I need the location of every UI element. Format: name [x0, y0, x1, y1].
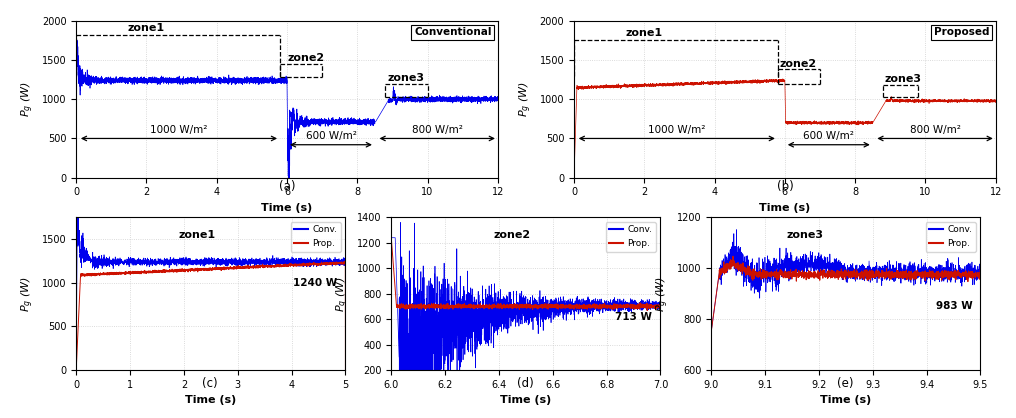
- Text: zone2: zone2: [494, 229, 531, 240]
- Text: (a): (a): [279, 180, 296, 193]
- Legend: Conv., Prop.: Conv., Prop.: [606, 222, 656, 252]
- Text: zone2: zone2: [287, 53, 324, 63]
- Text: zone1: zone1: [128, 23, 165, 33]
- Text: 983 W: 983 W: [936, 301, 972, 311]
- Y-axis label: $P_g$ (W): $P_g$ (W): [518, 81, 534, 117]
- X-axis label: Time (s): Time (s): [185, 395, 237, 405]
- Y-axis label: $P_g$ (W): $P_g$ (W): [335, 275, 352, 312]
- Text: 1000 W/m²: 1000 W/m²: [150, 125, 207, 135]
- Y-axis label: $P_g$ (W): $P_g$ (W): [655, 275, 672, 312]
- Legend: Conv., Prop.: Conv., Prop.: [291, 222, 341, 252]
- Text: zone3: zone3: [787, 229, 824, 240]
- Text: (e): (e): [837, 377, 853, 390]
- Text: 713 W: 713 W: [616, 311, 652, 321]
- Text: 800 W/m²: 800 W/m²: [411, 125, 462, 135]
- Legend: Conv., Prop.: Conv., Prop.: [926, 222, 976, 252]
- X-axis label: Time (s): Time (s): [500, 395, 552, 405]
- Text: 600 W/m²: 600 W/m²: [804, 131, 854, 141]
- Text: (c): (c): [202, 377, 218, 390]
- Text: (d): (d): [517, 377, 533, 390]
- Text: (b): (b): [777, 180, 793, 193]
- X-axis label: Time (s): Time (s): [759, 203, 811, 213]
- Text: 1000 W/m²: 1000 W/m²: [648, 125, 705, 135]
- Text: zone3: zone3: [387, 73, 424, 83]
- Text: Proposed: Proposed: [934, 27, 990, 37]
- Text: zone1: zone1: [626, 28, 662, 38]
- Text: zone3: zone3: [885, 74, 922, 84]
- Text: zone2: zone2: [779, 59, 817, 69]
- Text: Conventional: Conventional: [414, 27, 492, 37]
- Y-axis label: $P_g$ (W): $P_g$ (W): [20, 81, 37, 117]
- X-axis label: Time (s): Time (s): [820, 395, 872, 405]
- X-axis label: Time (s): Time (s): [261, 203, 313, 213]
- Text: 600 W/m²: 600 W/m²: [306, 131, 357, 141]
- Text: zone1: zone1: [179, 229, 216, 240]
- Text: 800 W/m²: 800 W/m²: [909, 125, 960, 135]
- Y-axis label: $P_g$ (W): $P_g$ (W): [20, 275, 37, 312]
- Text: 1240 W: 1240 W: [293, 278, 337, 288]
